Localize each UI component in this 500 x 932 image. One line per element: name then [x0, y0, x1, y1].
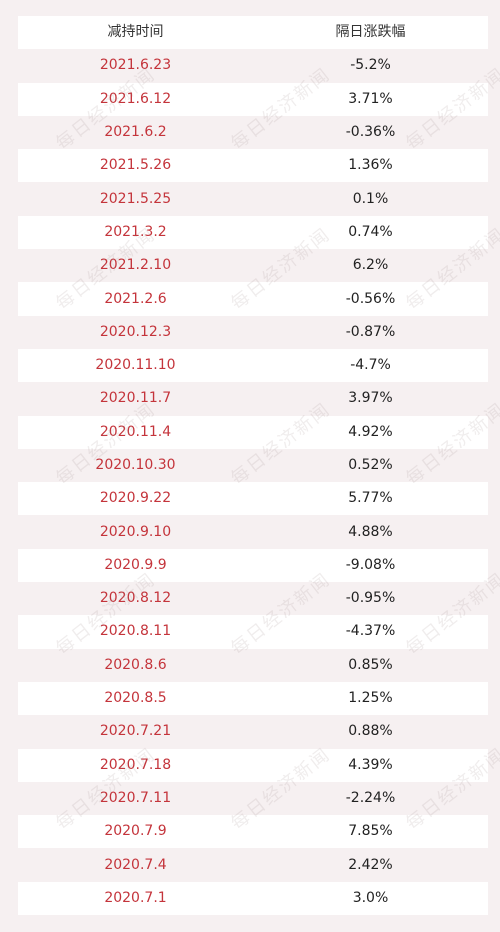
reduction-date-cell: 2020.10.30 [95, 457, 176, 473]
table-row: 2020.9.22 5.77% [18, 482, 488, 516]
reduction-date-cell: 2020.7.18 [99, 756, 172, 773]
next-day-change-cell: -4.37% [345, 623, 396, 640]
next-day-change-cell: 7.85% [348, 823, 393, 840]
next-day-change-cell: -0.36% [345, 124, 396, 141]
table-header-row: 减持时间 隔日涨跌幅 [18, 16, 488, 50]
reduction-table: 减持时间 隔日涨跌幅 2021.6.23 -5.2% 2021.6.12 3.71% 2… [18, 16, 488, 916]
reduction-date-cell: 2020.7.21 [99, 723, 172, 740]
table-row: 2021.6.12 3.71% [18, 82, 488, 116]
reduction-date-cell: 2020.8.11 [99, 623, 172, 640]
reduction-date-cell: 2021.2.6 [104, 290, 167, 307]
reduction-date-cell: 2021.5.25 [99, 190, 172, 207]
table-row: 2020.7.9 7.85% [18, 815, 488, 849]
next-day-change-cell: 0.88% [348, 723, 393, 740]
next-day-change-cell: 0.52% [348, 457, 393, 473]
table-row: 2020.7.4 2.42% [18, 848, 488, 882]
reduction-date-cell: 2020.12.3 [99, 323, 172, 340]
next-day-change-cell: -5.2% [350, 57, 391, 74]
reduction-date-cell: 2020.11.10 [95, 357, 176, 374]
reduction-date-cell: 2020.11.7 [99, 390, 172, 407]
reduction-date-cell: 2020.7.1 [104, 889, 167, 906]
reduction-date-cell: 2021.3.2 [104, 223, 167, 240]
header-reduction-time: 减持时间 [107, 24, 164, 41]
next-day-change-cell: -2.24% [345, 789, 396, 806]
reduction-date-cell: 2021.2.10 [99, 257, 172, 274]
table-row: 2020.9.9 -9.08% [18, 548, 488, 583]
table-row: 2020.9.10 4.88% [18, 515, 488, 549]
reduction-date-cell: 2021.6.12 [99, 90, 172, 107]
table-row: 2020.7.11 -2.24% [18, 781, 488, 816]
next-day-change-cell: 6.2% [352, 257, 389, 274]
reduction-date-cell: 2020.9.22 [99, 490, 172, 507]
table-row: 2020.7.18 4.39% [18, 748, 488, 782]
next-day-change-cell: 0.85% [348, 656, 393, 673]
reduction-date-cell: 2020.8.12 [99, 590, 172, 607]
reduction-date-cell: 2020.7.9 [104, 823, 167, 840]
reduction-date-cell: 2021.6.23 [99, 57, 172, 74]
next-day-change-cell: 3.0% [352, 889, 389, 906]
reduction-date-cell: 2020.8.5 [104, 690, 167, 707]
table-row: 2021.2.10 6.2% [18, 249, 488, 283]
table-row: 2021.5.25 0.1% [18, 182, 488, 216]
next-day-change-cell: 5.77% [348, 490, 393, 507]
table-row: 2020.8.11 -4.37% [18, 615, 488, 649]
next-day-change-cell: 3.97% [348, 390, 393, 407]
reduction-date-cell: 2020.7.4 [104, 856, 167, 873]
header-next-day-change: 隔日涨跌幅 [335, 24, 406, 41]
next-day-change-cell: 1.25% [348, 690, 393, 707]
table-row: 2021.6.2 -0.36% [18, 115, 488, 150]
next-day-change-cell: 1.36% [348, 157, 393, 174]
next-day-change-cell: -0.56% [345, 290, 396, 307]
next-day-change-cell: -4.7% [350, 357, 391, 374]
next-day-change-cell: 4.92% [348, 423, 393, 440]
next-day-change-cell: 4.39% [348, 756, 393, 773]
reduction-date-cell: 2020.8.6 [104, 656, 167, 673]
next-day-change-cell: -0.95% [345, 590, 396, 607]
reduction-date-cell: 2020.9.9 [104, 556, 167, 573]
table-row: 2021.6.23 -5.2% [18, 49, 488, 83]
table-row: 2020.11.4 4.92% [18, 415, 488, 449]
next-day-change-cell: 2.42% [348, 856, 393, 873]
next-day-change-cell: -0.87% [345, 323, 396, 340]
table-row: 2020.8.5 1.25% [18, 681, 488, 716]
table-row: 2020.7.1 3.0% [18, 881, 488, 916]
reduction-date-cell: 2021.5.26 [99, 157, 172, 174]
table-row: 2021.3.2 0.74% [18, 215, 488, 250]
table-row: 2020.11.7 3.97% [18, 382, 488, 416]
next-day-change-cell: 4.88% [348, 523, 393, 540]
next-day-change-cell: 0.74% [348, 223, 393, 240]
table-row: 2021.5.26 1.36% [18, 149, 488, 183]
next-day-change-cell: -9.08% [345, 556, 396, 573]
reduction-date-cell: 2020.7.11 [99, 789, 172, 806]
table-row: 2021.2.6 -0.56% [18, 282, 488, 316]
table-row: 2020.7.21 0.88% [18, 715, 488, 749]
table-row: 2020.10.30 0.52% [18, 448, 488, 483]
next-day-change-cell: 3.71% [348, 90, 393, 107]
table-row: 2020.12.3 -0.87% [18, 315, 488, 349]
table-row: 2020.11.10 -4.7% [18, 348, 488, 383]
reduction-date-cell: 2020.9.10 [99, 523, 172, 540]
next-day-change-cell: 0.1% [352, 190, 389, 207]
table-row: 2020.8.12 -0.95% [18, 582, 488, 616]
table-row: 2020.8.6 0.85% [18, 648, 488, 682]
reduction-date-cell: 2020.11.4 [99, 423, 172, 440]
table-body: 2021.6.23 -5.2% 2021.6.12 3.71% 2021.6.2 -0.3… [18, 49, 488, 916]
reduction-date-cell: 2021.6.2 [104, 124, 167, 141]
